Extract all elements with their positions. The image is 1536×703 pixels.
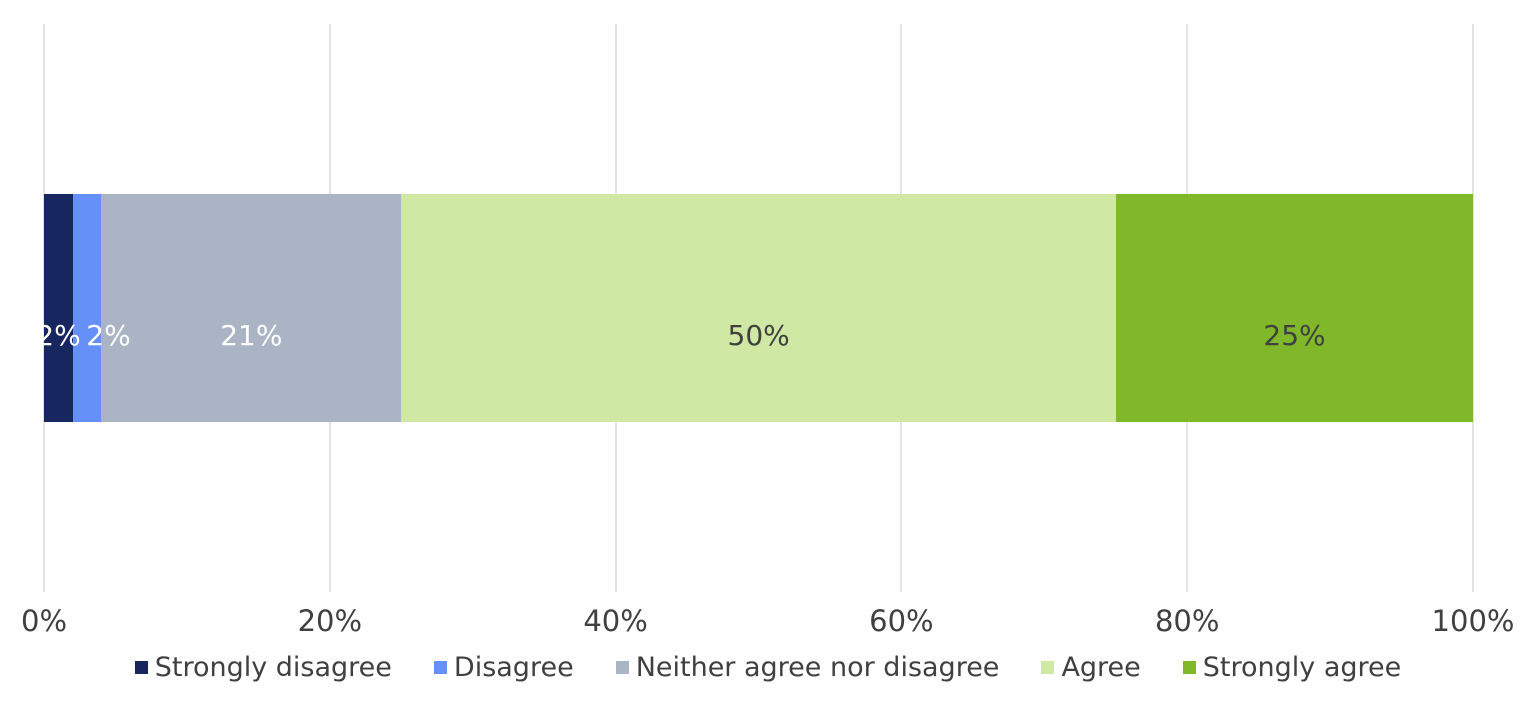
x-tick-label: 100%	[1431, 604, 1515, 638]
x-axis: 0% 20% 40% 60% 80% 100%	[21, 604, 1514, 640]
segment-strongly-agree	[1115, 194, 1473, 422]
x-tick-label: 40%	[583, 604, 648, 638]
data-label: 50%	[727, 319, 790, 352]
data-label: 2%	[86, 319, 131, 352]
legend-swatch-icon	[1041, 661, 1055, 674]
data-label: 21%	[220, 319, 283, 352]
gridline-100%	[1472, 24, 1474, 592]
x-tick-label: 0%	[20, 604, 68, 638]
legend-label: Disagree	[453, 652, 574, 683]
legend-swatch-icon	[433, 661, 447, 674]
legend-label: Agree	[1061, 652, 1141, 683]
stacked-bar	[44, 194, 1473, 422]
segment-agree	[401, 194, 1116, 422]
x-tick-label: 20%	[297, 604, 363, 638]
legend-item-strongly-disagree: Strongly disagree	[134, 652, 392, 683]
segment-neither-agree-nor-disagree	[101, 194, 402, 422]
segment-strongly-disagree	[44, 194, 73, 422]
legend-item-neither-agree-nor-disagree: Neither agree nor disagree	[615, 652, 1000, 683]
plot-area: 2% 2% 21% 50% 25%	[36, 24, 1474, 592]
legend-label: Strongly disagree	[154, 652, 392, 683]
x-tick-label: 80%	[1154, 604, 1220, 638]
data-label: 25%	[1263, 319, 1326, 352]
legend-swatch-icon	[615, 661, 629, 674]
legend-label: Neither agree nor disagree	[635, 652, 1000, 683]
legend-item-agree: Agree	[1041, 652, 1141, 683]
legend: Strongly disagree Disagree Neither agree n…	[0, 652, 1536, 683]
segment-disagree	[72, 194, 102, 422]
legend-item-disagree: Disagree	[433, 652, 574, 683]
legend-swatch-icon	[1182, 661, 1196, 674]
legend-swatch-icon	[134, 661, 148, 674]
legend-label: Strongly agree	[1202, 652, 1402, 683]
data-label: 2%	[36, 319, 81, 352]
x-tick-label: 60%	[869, 604, 934, 638]
legend-item-strongly-agree: Strongly agree	[1182, 652, 1402, 683]
